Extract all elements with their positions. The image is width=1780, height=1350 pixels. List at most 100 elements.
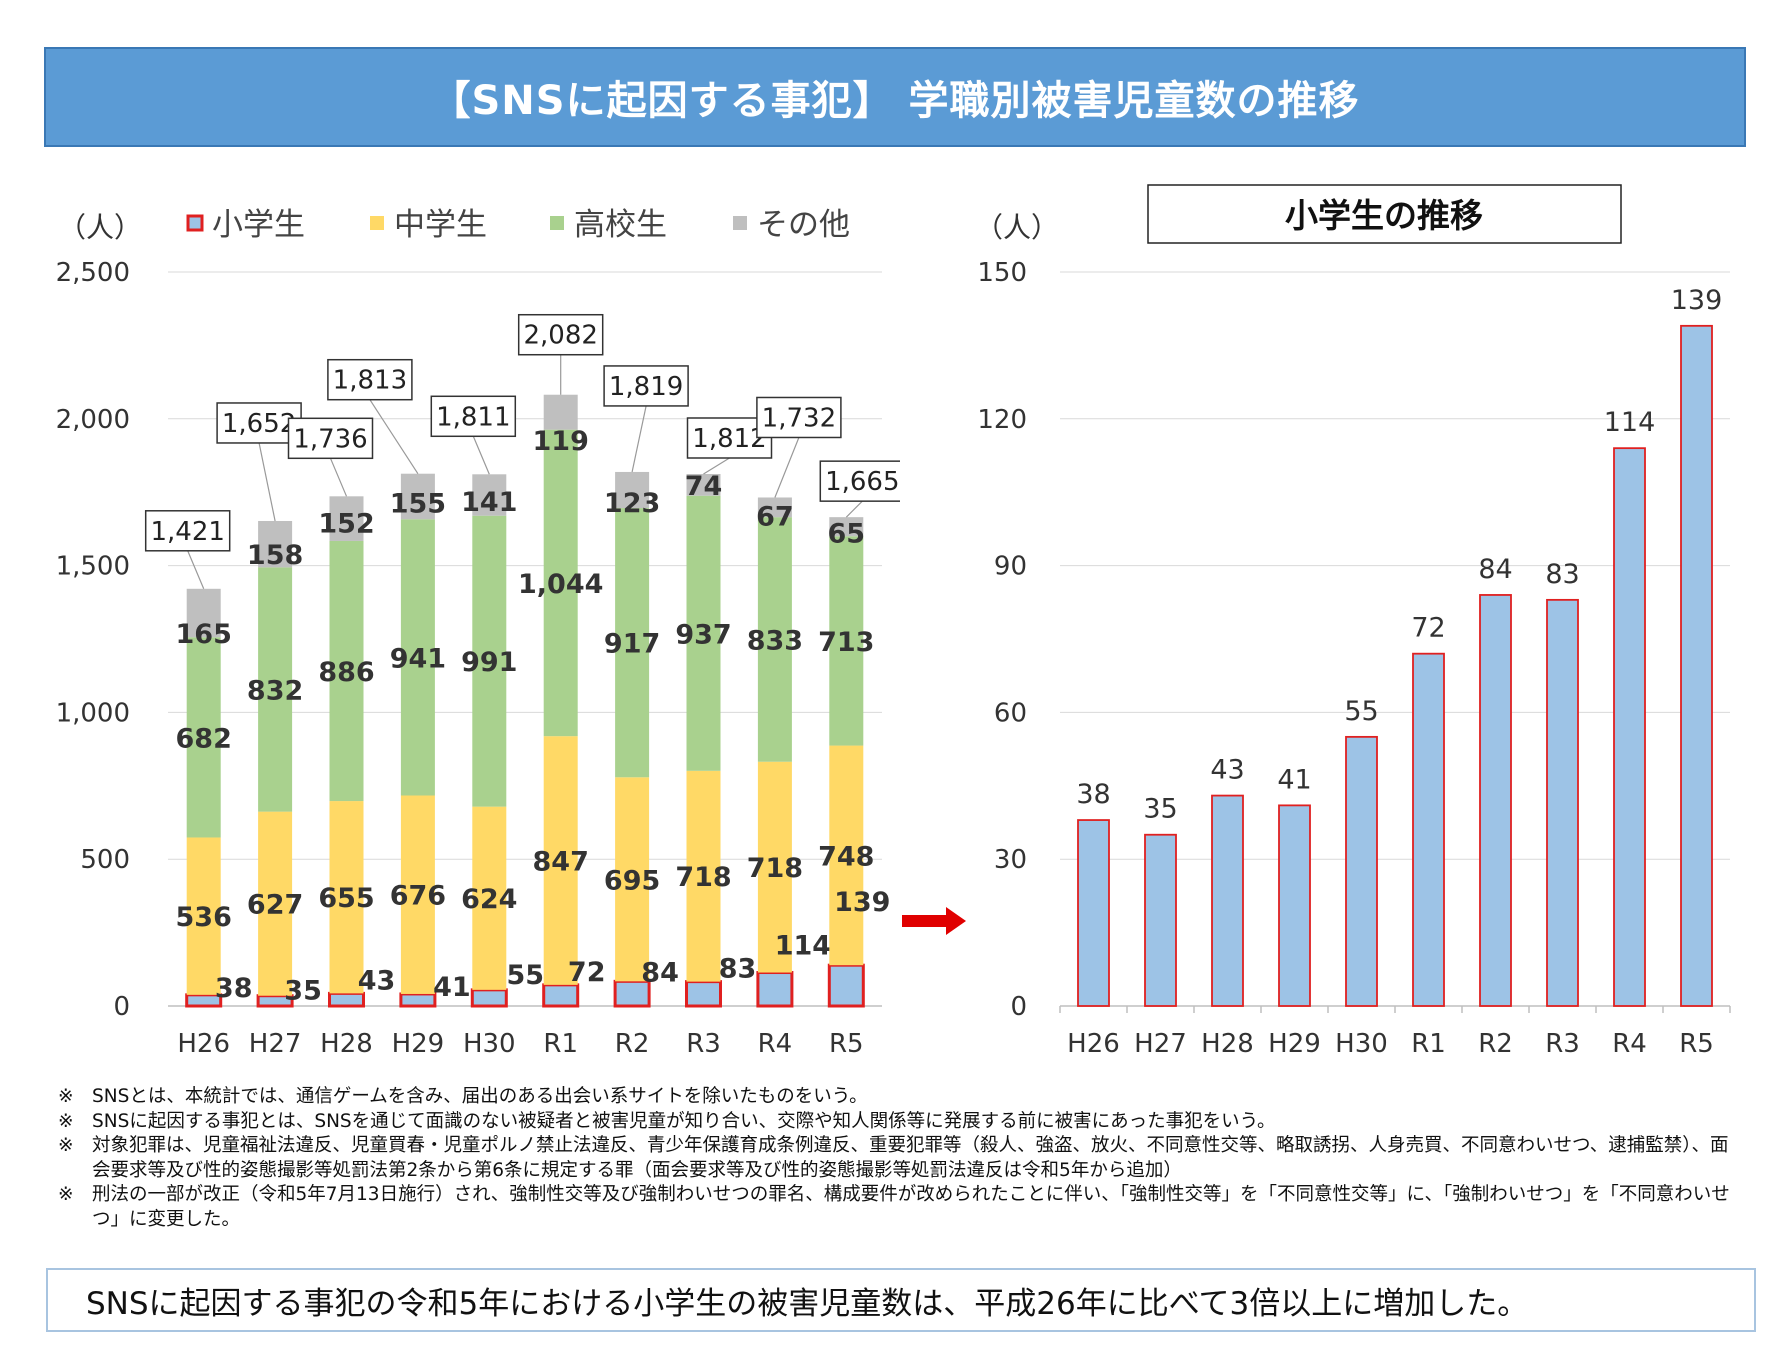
bar-elementary [399,992,437,1008]
total-callout-box [756,396,842,439]
data-label: 43 [358,965,396,996]
data-label: 676 [390,881,446,912]
footnote: ※ SNSに起因する事犯とは、SNSを通じて面識のない被疑者と被害児童が知り合い、… [58,1110,1738,1135]
total-label: 1,736 [293,424,367,454]
total-label: 1,665 [825,467,899,497]
footnote-mark: ※ [58,1135,74,1156]
bar-other [615,471,650,509]
x-tick-label: R1 [543,1029,578,1059]
bar-junior-high [615,777,650,982]
arrow-right-icon [902,907,966,935]
data-label: 655 [318,883,374,914]
footnote: ※ 対象犯罪は、児童福祉法違反、児童買春・児童ポルノ禁止法違反、青少年保護育成条例… [58,1134,1738,1183]
legend-swatch [550,216,564,230]
data-label: 748 [818,841,874,872]
bar-high-school [186,637,221,838]
data-label: 119 [533,426,589,457]
data-label: 847 [533,847,589,878]
data-label: 832 [247,675,303,706]
y-tick-label: 2,000 [56,405,130,435]
data-label: 35 [284,976,322,1007]
data-label: 536 [176,902,232,933]
data-label: 886 [318,657,374,688]
data-label: 718 [675,862,731,893]
data-label: 991 [461,647,517,678]
total-label: 1,811 [436,402,510,432]
bar-other [258,520,293,568]
legend-label: 中学生 [394,207,487,243]
data-label: 139 [1671,285,1723,316]
bar-other [400,473,435,520]
bar-elementary [1479,594,1512,1007]
data-label: 55 [1344,696,1378,727]
data-label: 833 [747,625,803,656]
bar-junior-high [686,770,721,982]
callout-leader [845,500,863,518]
bar-high-school [615,508,650,778]
footnotes: ※ SNSとは、本統計では、通信ゲームを含み、届出のある出会い系サイトを除いたもの… [58,1085,1738,1232]
total-callout-box [430,395,517,438]
data-label: 139 [834,887,890,918]
bar-junior-high [543,736,578,985]
total-callout-box [327,358,413,401]
data-label: 695 [604,865,660,896]
footnote-text: SNSとは、本統計では、通信ゲームを含み、届出のある出会い系サイトを除いたものを… [92,1086,868,1107]
data-label: 41 [1277,764,1311,795]
callout-leader [472,436,490,475]
y-unit-label: （人） [975,211,1059,244]
data-label: 67 [756,501,794,532]
bar-elementary [1278,804,1311,1007]
data-label: 65 [828,519,866,550]
bar-high-school [472,515,507,807]
bar-elementary [1680,324,1713,1007]
data-label: 114 [775,931,831,962]
y-unit-label: （人） [58,211,142,244]
bar-elementary [1613,447,1646,1007]
bar-high-school [757,517,792,762]
total-label: 1,652 [222,409,296,439]
data-label: 72 [1411,613,1445,644]
y-tick-label: 150 [977,258,1027,288]
data-label: 84 [641,957,679,988]
legend-label: 小学生 [212,207,305,243]
title-banner: 【SNSに起因する事犯】 学職別被害児童数の推移 [44,47,1746,147]
data-label: 84 [1478,554,1512,585]
data-label: 941 [390,643,446,674]
y-tick-label: 1,500 [56,552,130,582]
bar-other [686,473,721,496]
y-tick-label: 2,500 [56,258,130,288]
footnote: ※ SNSとは、本統計では、通信ゲームを含み、届出のある出会い系サイトを除いたもの… [58,1085,1738,1110]
data-label: 74 [685,471,723,502]
x-tick-label: H28 [1201,1029,1254,1059]
data-label: 624 [461,884,517,915]
x-tick-label: R2 [1478,1029,1513,1059]
bar-other [472,474,507,516]
data-label: 682 [176,723,232,754]
bar-elementary [1144,833,1177,1007]
data-label: 141 [461,487,517,518]
x-tick-label: H30 [463,1029,516,1059]
bar-elementary [542,983,580,1008]
bar-elementary [756,971,794,1008]
x-tick-label: R2 [615,1029,650,1059]
x-tick-label: H27 [1134,1029,1187,1059]
data-label: 41 [433,972,471,1003]
x-tick-label: R3 [686,1029,721,1059]
legend-swatch [370,216,384,230]
callout-leader [631,405,647,473]
data-label: 35 [1143,794,1177,825]
bar-elementary [1211,794,1244,1007]
legend-label: その他 [757,207,850,243]
data-label: 937 [675,619,731,650]
bar-junior-high [400,795,435,994]
bar-elementary [1412,652,1445,1007]
footnote-text: 刑法の一部が改正（令和5年7月13日施行）され、強制性交等及び強制わいせつの罪名… [92,1184,1730,1230]
total-callout-box [287,417,374,460]
x-tick-label: R5 [1679,1029,1714,1059]
data-label: 627 [247,890,303,921]
x-tick-label: R1 [1411,1029,1446,1059]
data-label: 72 [568,957,606,988]
total-callout-box [819,460,900,502]
callout-leader [187,550,205,590]
total-label: 1,819 [609,372,683,402]
